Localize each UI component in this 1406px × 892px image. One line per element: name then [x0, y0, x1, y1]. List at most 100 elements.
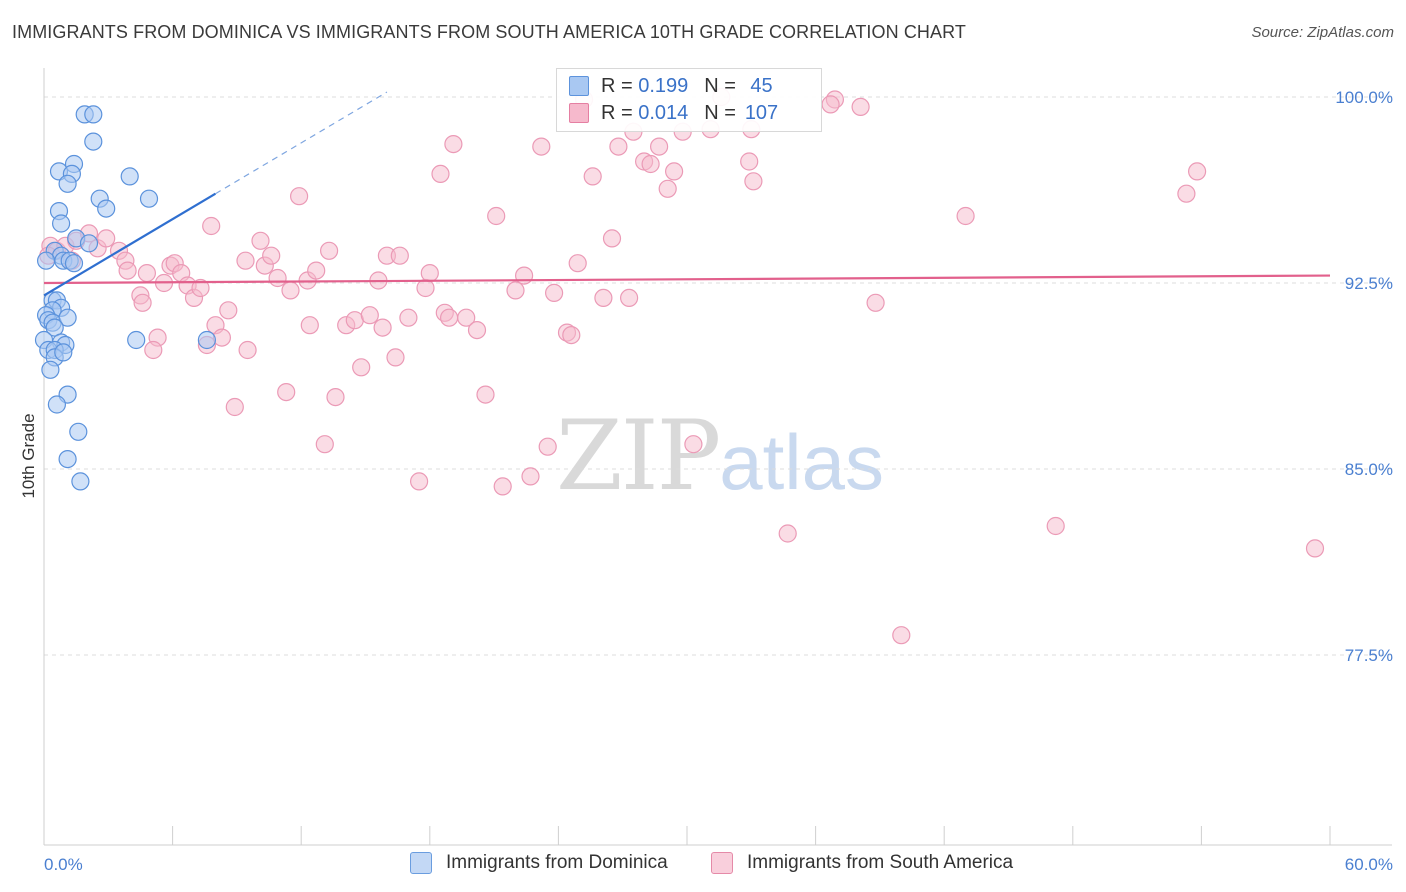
data-point-dominica	[36, 251, 56, 270]
legend-row-dominica: R = 0.199 N = 45	[569, 73, 782, 99]
data-point-dominica	[41, 360, 60, 379]
data-point-south-america	[444, 135, 463, 154]
data-point-south-america	[352, 358, 371, 377]
chart-title: IMMIGRANTS FROM DOMINICA VS IMMIGRANTS F…	[12, 22, 967, 42]
data-point-dominica	[84, 132, 103, 151]
data-point-south-america	[619, 288, 639, 307]
legend-r-value-dominica: 0.199	[638, 74, 689, 97]
points-layer	[34, 87, 1325, 645]
trend-line-dominica	[43, 192, 217, 297]
data-point-south-america	[290, 187, 309, 206]
bottom-legend: Immigrants from Dominica Immigrants from…	[0, 852, 1406, 878]
x-tick-label: 0.0%	[44, 855, 83, 874]
data-point-south-america	[851, 97, 870, 117]
data-point-south-america	[225, 397, 244, 417]
data-point-south-america	[476, 385, 495, 404]
data-point-south-america	[821, 95, 840, 114]
bottom-legend-south-america[interactable]: Immigrants from South America	[711, 852, 1013, 874]
data-point-south-america	[506, 281, 525, 300]
data-point-south-america	[373, 318, 392, 337]
legend-r-label: R =	[601, 101, 633, 124]
data-point-dominica	[47, 395, 67, 414]
data-point-south-america	[538, 437, 557, 456]
legend-n-value-south-america: 107	[744, 101, 779, 124]
data-point-south-america	[238, 340, 257, 360]
legend-swatch-south-america	[569, 103, 589, 123]
source-label[interactable]: Source: ZipAtlas.com	[1251, 24, 1394, 41]
data-point-dominica	[69, 422, 88, 441]
legend-r-label: R =	[601, 74, 633, 97]
data-point-dominica	[58, 450, 77, 469]
data-point-south-america	[684, 435, 703, 454]
trend-line-south-america	[43, 274, 1331, 285]
data-point-south-america	[544, 283, 564, 302]
data-point-dominica	[79, 234, 99, 253]
bottom-legend-swatch-south-america	[711, 852, 733, 874]
legend-n-label: N =	[704, 101, 736, 124]
legend-swatch-dominica	[569, 76, 589, 96]
data-point-south-america	[300, 316, 319, 335]
data-point-dominica	[58, 308, 77, 327]
data-point-south-america	[251, 231, 270, 250]
bottom-legend-dominica[interactable]: Immigrants from Dominica	[410, 852, 668, 874]
stats-legend: R = 0.199 N = 45 R = 0.014 N = 107	[556, 68, 822, 132]
bottom-legend-label-south-america: Immigrants from South America	[747, 852, 1014, 873]
data-point-south-america	[219, 301, 238, 320]
label-layer: 77.5% 85.0% 92.5% 100.0% 0.0% 60.0% 10th Grade	[19, 88, 1393, 874]
y-axis-label: 10th Grade	[19, 413, 38, 498]
data-point-south-america	[1305, 539, 1325, 558]
data-point-south-america	[440, 308, 459, 327]
data-point-south-america	[390, 246, 409, 265]
data-point-south-america	[410, 472, 429, 491]
watermark-zip: ZIP	[556, 400, 721, 512]
data-point-south-america	[778, 524, 797, 543]
data-point-south-america	[562, 326, 581, 345]
data-point-south-america	[307, 261, 326, 280]
grid-layer	[44, 96, 1392, 656]
data-point-south-america	[97, 229, 116, 248]
data-point-dominica	[71, 472, 90, 491]
data-point-south-america	[1177, 184, 1196, 203]
y-tick-label: 85.0%	[1345, 460, 1393, 479]
data-point-south-america	[892, 626, 911, 645]
data-point-dominica	[64, 254, 84, 273]
data-point-south-america	[144, 340, 163, 360]
data-point-south-america	[118, 261, 137, 280]
data-point-dominica	[139, 189, 159, 208]
data-point-south-america	[744, 172, 763, 191]
watermark-atlas: atlas	[719, 418, 884, 506]
data-point-dominica	[51, 214, 71, 233]
data-point-dominica	[97, 199, 116, 218]
series-dominica	[34, 105, 216, 491]
data-point-south-america	[137, 264, 156, 283]
data-point-dominica	[127, 330, 146, 350]
data-point-south-america	[583, 167, 602, 186]
data-point-south-america	[360, 306, 379, 325]
data-point-south-america	[664, 162, 684, 181]
legend-r-value-south-america: 0.014	[638, 101, 689, 124]
data-point-south-america	[416, 278, 435, 298]
data-point-south-america	[866, 293, 885, 312]
data-point-south-america	[399, 308, 418, 327]
y-tick-label: 100.0%	[1335, 88, 1393, 107]
data-point-south-america	[431, 164, 450, 183]
data-point-south-america	[658, 179, 677, 198]
data-point-south-america	[956, 206, 975, 226]
data-point-south-america	[386, 348, 405, 367]
data-point-south-america	[521, 467, 540, 486]
data-point-south-america	[1046, 516, 1065, 536]
data-point-south-america	[740, 152, 759, 171]
axis-layer	[43, 68, 1392, 846]
data-point-south-america	[1187, 162, 1207, 181]
data-point-south-america	[487, 206, 506, 226]
data-point-south-america	[268, 268, 287, 288]
data-point-dominica	[54, 343, 73, 362]
data-point-south-america	[262, 246, 281, 265]
x-tick-label: 60.0%	[1345, 855, 1393, 874]
data-point-dominica	[120, 167, 139, 186]
data-point-south-america	[467, 321, 487, 340]
data-point-south-america	[277, 383, 296, 402]
data-point-south-america	[493, 477, 512, 496]
data-point-south-america	[191, 278, 210, 298]
trend-line-dominica-extension	[215, 91, 388, 195]
